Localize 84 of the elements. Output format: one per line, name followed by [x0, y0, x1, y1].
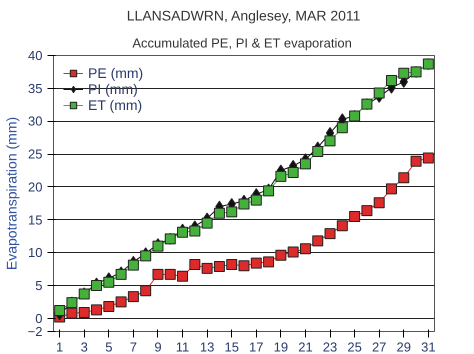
point [152, 268, 164, 280]
point [422, 152, 434, 164]
point [128, 260, 139, 271]
chart-subtitle: Accumulated PE, PI & ET evaporation [132, 36, 352, 50]
point [66, 308, 78, 319]
x-tick-label: 29 [396, 340, 412, 354]
x-tick-label: 9 [154, 340, 162, 354]
point [374, 197, 385, 208]
point [238, 260, 250, 272]
point [386, 183, 397, 194]
x-tick-label: 23 [322, 340, 338, 354]
point [54, 304, 66, 316]
point [398, 68, 410, 79]
x-tick-label: 7 [130, 340, 138, 354]
point [398, 172, 410, 184]
point [214, 208, 225, 219]
x-tick-label: 19 [274, 340, 288, 354]
point [189, 225, 200, 236]
x-tick-label: 1 [56, 340, 64, 354]
chart-title: LLANSADWRN, Anglesey, MAR 2011 [126, 8, 361, 24]
point [91, 280, 102, 291]
y-tick-label: 0 [35, 310, 43, 326]
x-tick-label: 15 [224, 340, 239, 354]
point [386, 74, 397, 86]
y-tick-label: 35 [28, 80, 43, 96]
point [116, 268, 127, 280]
point [312, 146, 324, 157]
point [312, 235, 324, 246]
point [288, 166, 299, 178]
point [103, 276, 114, 288]
point [275, 250, 286, 261]
x-tick-label: 27 [372, 340, 386, 354]
point [177, 226, 188, 238]
point [214, 260, 225, 272]
point [288, 246, 299, 258]
point [324, 228, 336, 240]
point [300, 158, 311, 170]
point [349, 211, 360, 222]
y-tick-label: 25 [28, 146, 43, 162]
point [324, 135, 336, 146]
point [226, 258, 238, 270]
point [164, 268, 176, 280]
point [103, 301, 114, 312]
point [128, 291, 139, 302]
legend-label: ET (mm) [88, 97, 142, 113]
point [336, 122, 348, 134]
point [275, 170, 286, 182]
point [250, 194, 262, 206]
point [374, 87, 385, 98]
point [140, 285, 152, 296]
point [202, 262, 213, 274]
point [202, 218, 213, 229]
x-tick-label: 17 [249, 340, 264, 354]
x-tick-label: 21 [298, 340, 313, 354]
point [336, 220, 348, 232]
point [189, 258, 200, 270]
y-tick-label: 5 [35, 278, 43, 293]
y-tick-label: 10 [28, 245, 43, 260]
point [410, 156, 422, 167]
x-tick-label: 11 [176, 340, 190, 354]
x-tick-label: 3 [80, 340, 88, 354]
y-tick-label: 15 [28, 212, 43, 228]
point [250, 258, 262, 269]
point [152, 240, 164, 252]
legend-label: PE (mm) [88, 65, 144, 81]
point [177, 270, 188, 282]
point [91, 304, 102, 316]
y-tick-label: 20 [28, 179, 43, 194]
point [116, 296, 127, 308]
point [238, 198, 250, 210]
y-axis-title: Evapotranspiration (mm) [4, 116, 20, 270]
point [361, 205, 372, 216]
point [226, 206, 238, 218]
point [300, 243, 311, 254]
y-tick-label: 30 [28, 114, 43, 129]
x-tick-label: 31 [421, 340, 436, 354]
y-tick-label: 40 [28, 48, 43, 63]
point [263, 256, 274, 268]
x-tick-label: 5 [105, 340, 112, 354]
point [140, 250, 152, 262]
point [78, 306, 90, 318]
x-tick-label: 25 [347, 340, 362, 354]
x-tick-label: 13 [200, 340, 214, 354]
y-tick-label: −2 [28, 324, 43, 339]
